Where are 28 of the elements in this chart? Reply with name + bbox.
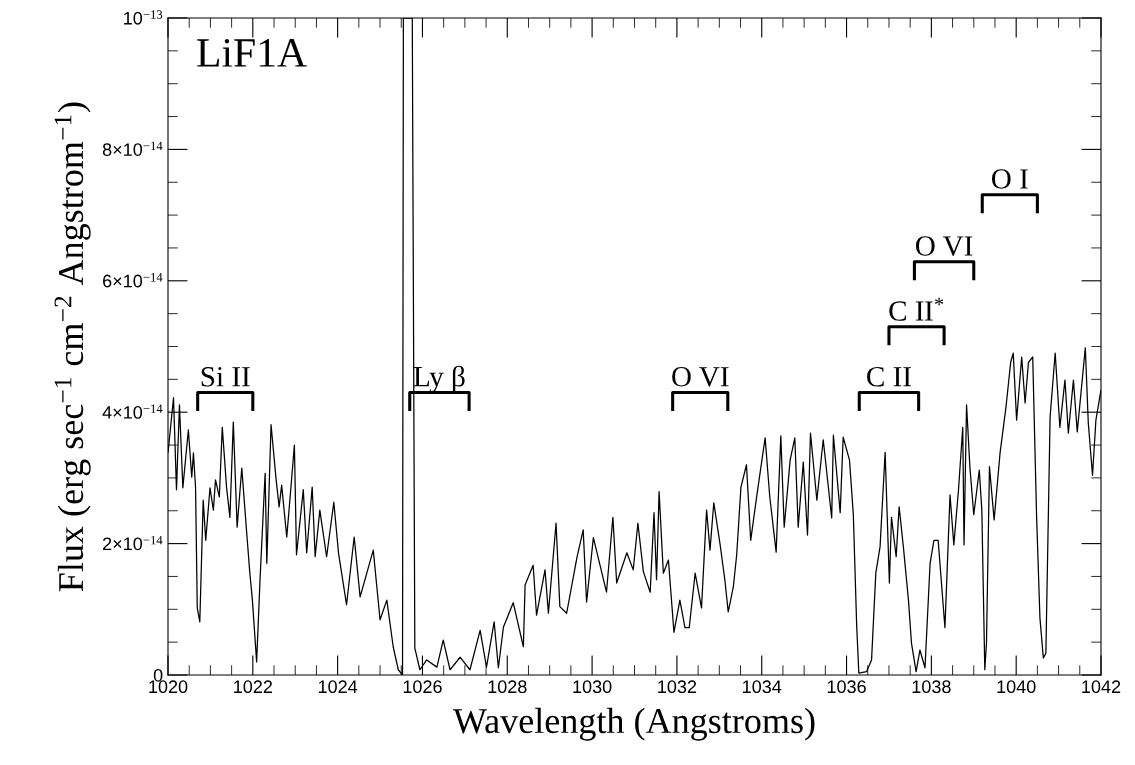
series-label: C II (867, 366, 912, 387)
x-axis-title: Wavelength (Angstroms) (452, 707, 815, 741)
y-tick-label: 10$^{−13}$ (124, 10, 163, 25)
legend-label: O I (991, 169, 1028, 189)
y-tick-label: 4×10$^{−14}$ (102, 404, 163, 419)
x-tick-label: 1022 (234, 680, 272, 694)
annotation: LiF1A (197, 39, 307, 67)
x-tick-label: 1032 (658, 680, 697, 694)
x-tick-label: 1042 (1082, 680, 1121, 694)
series-label: O VI (915, 236, 973, 256)
x-tick-label: 1030 (573, 680, 612, 694)
x-tick-label: 1040 (997, 680, 1036, 694)
x-tick-label: 1038 (912, 680, 951, 694)
y-tick-label: 2×10$^{−14}$ (103, 535, 163, 551)
y-axis-title: Flux (erg sec$^{−1}$ cm$^{−2}$ Angstrom$^{−1}$) (54, 102, 91, 592)
series-label: O VI (672, 366, 729, 387)
x-tick-label: 1026 (403, 680, 442, 694)
x-tick-label: 1036 (827, 680, 866, 694)
x-tick-label: 1020 (149, 680, 188, 694)
series-label: C II$^{*}$ (889, 297, 944, 321)
x-tick-label: 1034 (743, 680, 782, 694)
x-tick-label: 1028 (488, 680, 527, 694)
y-tick-label: 0 (153, 668, 163, 682)
y-tick-label: 6×10$^{−14}$ (103, 273, 163, 288)
x-tick-label: 1024 (318, 680, 358, 694)
y-tick-label: 8×10$^{−14}$ (102, 141, 163, 156)
series-label: Ly β (413, 365, 465, 393)
series-label: Si II (201, 366, 250, 387)
